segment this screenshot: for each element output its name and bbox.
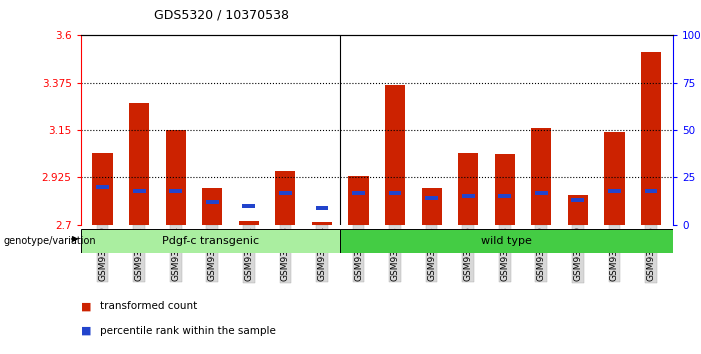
Text: genotype/variation: genotype/variation [4,236,96,246]
Bar [352,190,365,195]
Bar [202,188,222,225]
Bar [340,229,673,253]
Bar [608,189,621,193]
Text: Pdgf-c transgenic: Pdgf-c transgenic [162,236,259,246]
Text: ■: ■ [81,301,91,311]
Text: percentile rank within the sample: percentile rank within the sample [100,326,276,336]
Bar [495,154,515,225]
Bar [275,171,295,225]
Bar [462,194,475,199]
Bar [535,190,547,195]
Bar [165,130,186,225]
Bar [96,185,109,189]
Text: GDS5320 / 10370538: GDS5320 / 10370538 [154,9,290,22]
Bar [498,194,511,199]
Bar [81,229,340,253]
Bar [385,85,405,225]
Bar [93,153,113,225]
Bar [388,190,402,195]
Bar [243,204,255,208]
Bar [458,153,478,225]
Bar [421,188,442,225]
Bar [169,189,182,193]
Bar [641,52,661,225]
Bar [531,128,552,225]
Bar [129,103,149,225]
Text: transformed count: transformed count [100,301,198,311]
Text: ■: ■ [81,326,91,336]
Bar [645,189,658,193]
Bar [604,132,625,225]
Bar [279,190,292,195]
Bar [348,176,369,225]
Bar [571,198,585,202]
Bar [239,221,259,225]
Bar [132,189,146,193]
Text: wild type: wild type [481,236,532,246]
Bar [426,196,438,200]
Bar [312,222,332,225]
Bar [568,195,588,225]
Bar [315,206,328,210]
Bar [206,200,219,204]
